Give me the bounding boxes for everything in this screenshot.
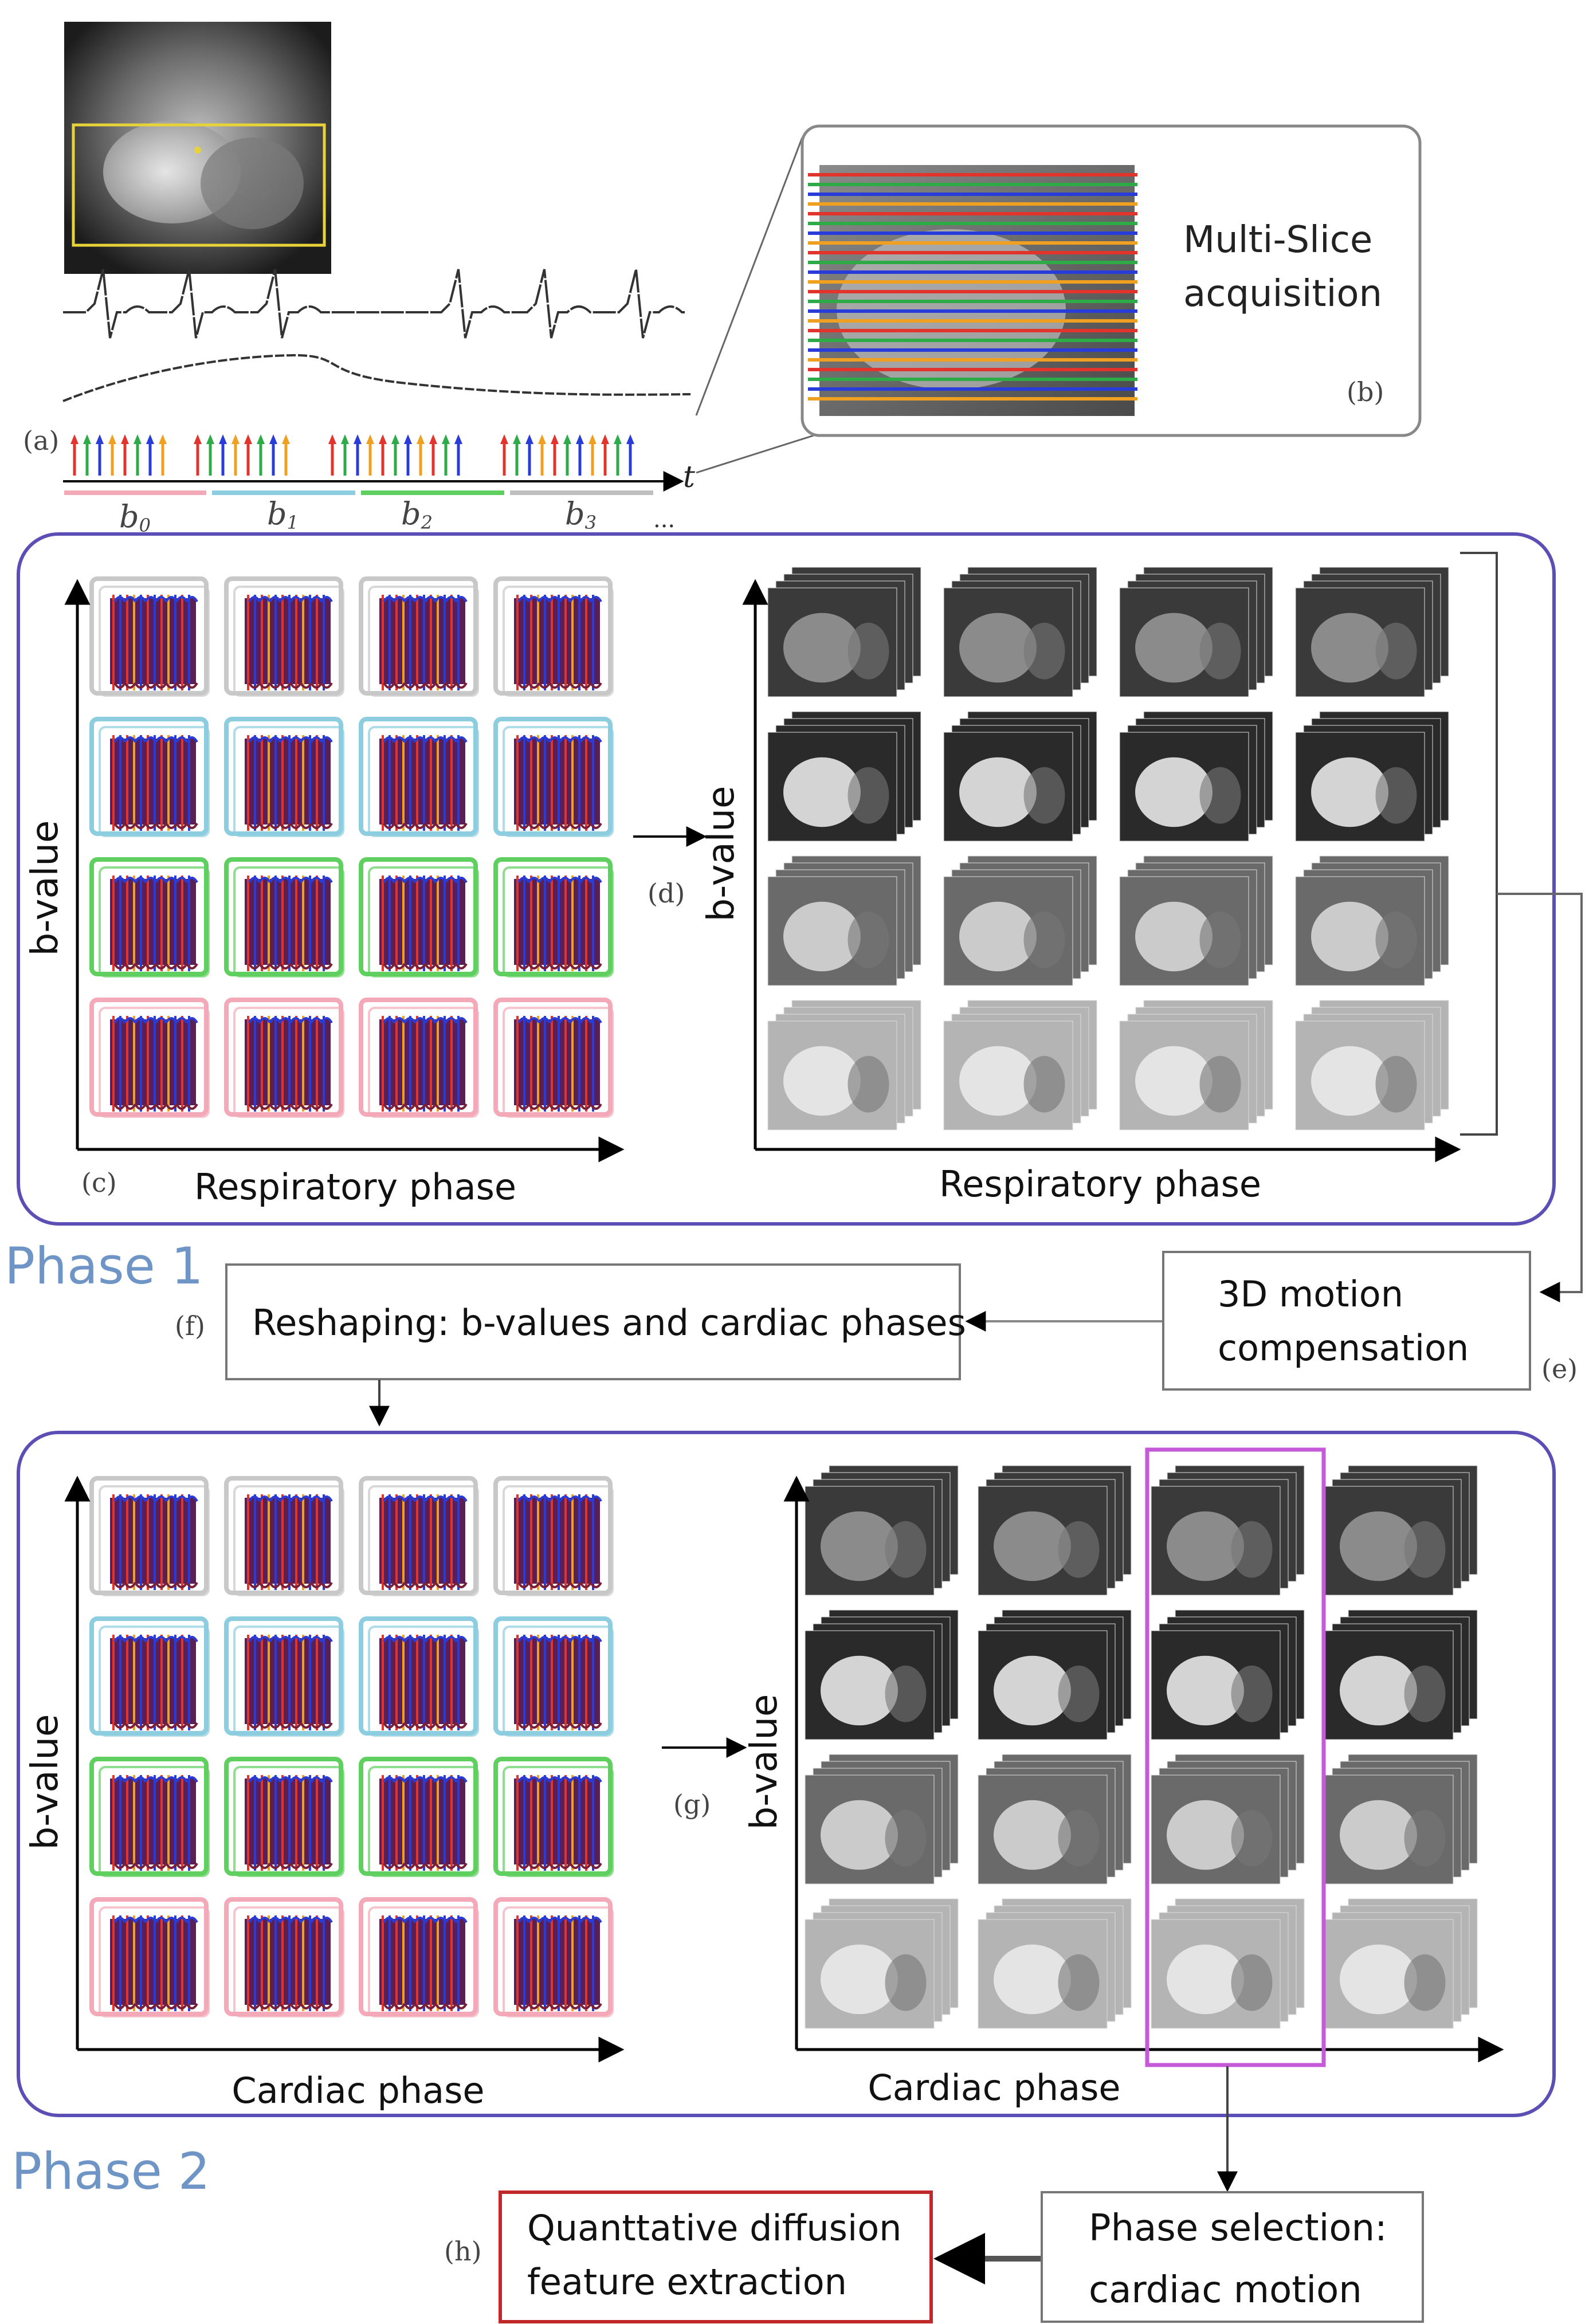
b3-label: b3 xyxy=(565,496,597,533)
motion-comp-box xyxy=(1162,1251,1531,1391)
b1-label: b1 xyxy=(267,496,299,533)
label-f: (f) xyxy=(175,1310,205,1341)
quant-diffusion-label: Quanttative diffusion feature extraction xyxy=(527,2207,901,2303)
axis-cardiac-1: Cardiac phase xyxy=(232,2070,484,2111)
axis-b-value-4: b-value xyxy=(743,1694,786,1830)
label-c: (c) xyxy=(81,1167,117,1198)
axis-cardiac-2: Cardiac phase xyxy=(868,2067,1120,2109)
label-a: (a) xyxy=(23,425,59,456)
label-b: (b) xyxy=(1347,376,1384,407)
selected-phase-highlight xyxy=(1145,1447,1326,2067)
multi-slice-box: Multi-Slice acquisition (b) xyxy=(801,124,1422,437)
phase-selection-label: Phase selection: cardiac motion xyxy=(1089,2207,1387,2311)
b0-label: b0 xyxy=(119,498,151,536)
xray-image xyxy=(64,22,331,274)
ecg-signal xyxy=(63,269,685,339)
label-e: (e) xyxy=(1541,1353,1578,1384)
respiratory-signal xyxy=(62,354,691,402)
ellipsis-bottom: ... xyxy=(653,507,675,533)
phase2-title: Phase 2 xyxy=(11,2142,210,2201)
t-label: t xyxy=(683,460,695,494)
pulse-train xyxy=(70,434,634,476)
reshaping-label: Reshaping: b-values and cardiac phases xyxy=(252,1302,966,1344)
axis-b-value-3: b-value xyxy=(24,1714,66,1850)
axis-b-value-1: b-value xyxy=(24,821,66,956)
reshaping-box xyxy=(225,1263,961,1380)
phase1-frame xyxy=(17,532,1556,1226)
motion-comp-label: 3D motion compensation xyxy=(1218,1273,1469,1369)
b2-label: b2 xyxy=(401,496,433,533)
kspace-grid-phase1 xyxy=(89,576,614,1118)
multi-slice-title: Multi-Slice acquisition xyxy=(1183,219,1382,315)
phase1-title: Phase 1 xyxy=(5,1236,203,1296)
axis-respiratory-2: Respiratory phase xyxy=(939,1163,1261,1205)
label-d: (d) xyxy=(648,878,685,909)
label-h: (h) xyxy=(444,2236,482,2267)
mri-grid-phase2 xyxy=(805,1465,1478,2029)
phase-selection-box xyxy=(1041,2191,1424,2323)
phase2-frame xyxy=(17,1431,1556,2117)
axis-b-value-2: b-value xyxy=(700,786,743,922)
mri-grid-phase1 xyxy=(767,567,1449,1130)
axis-respiratory-1: Respiratory phase xyxy=(194,1166,516,1208)
quant-diffusion-box xyxy=(499,2190,933,2323)
kspace-grid-phase2 xyxy=(89,1476,614,2017)
label-g: (g) xyxy=(673,1789,711,1820)
